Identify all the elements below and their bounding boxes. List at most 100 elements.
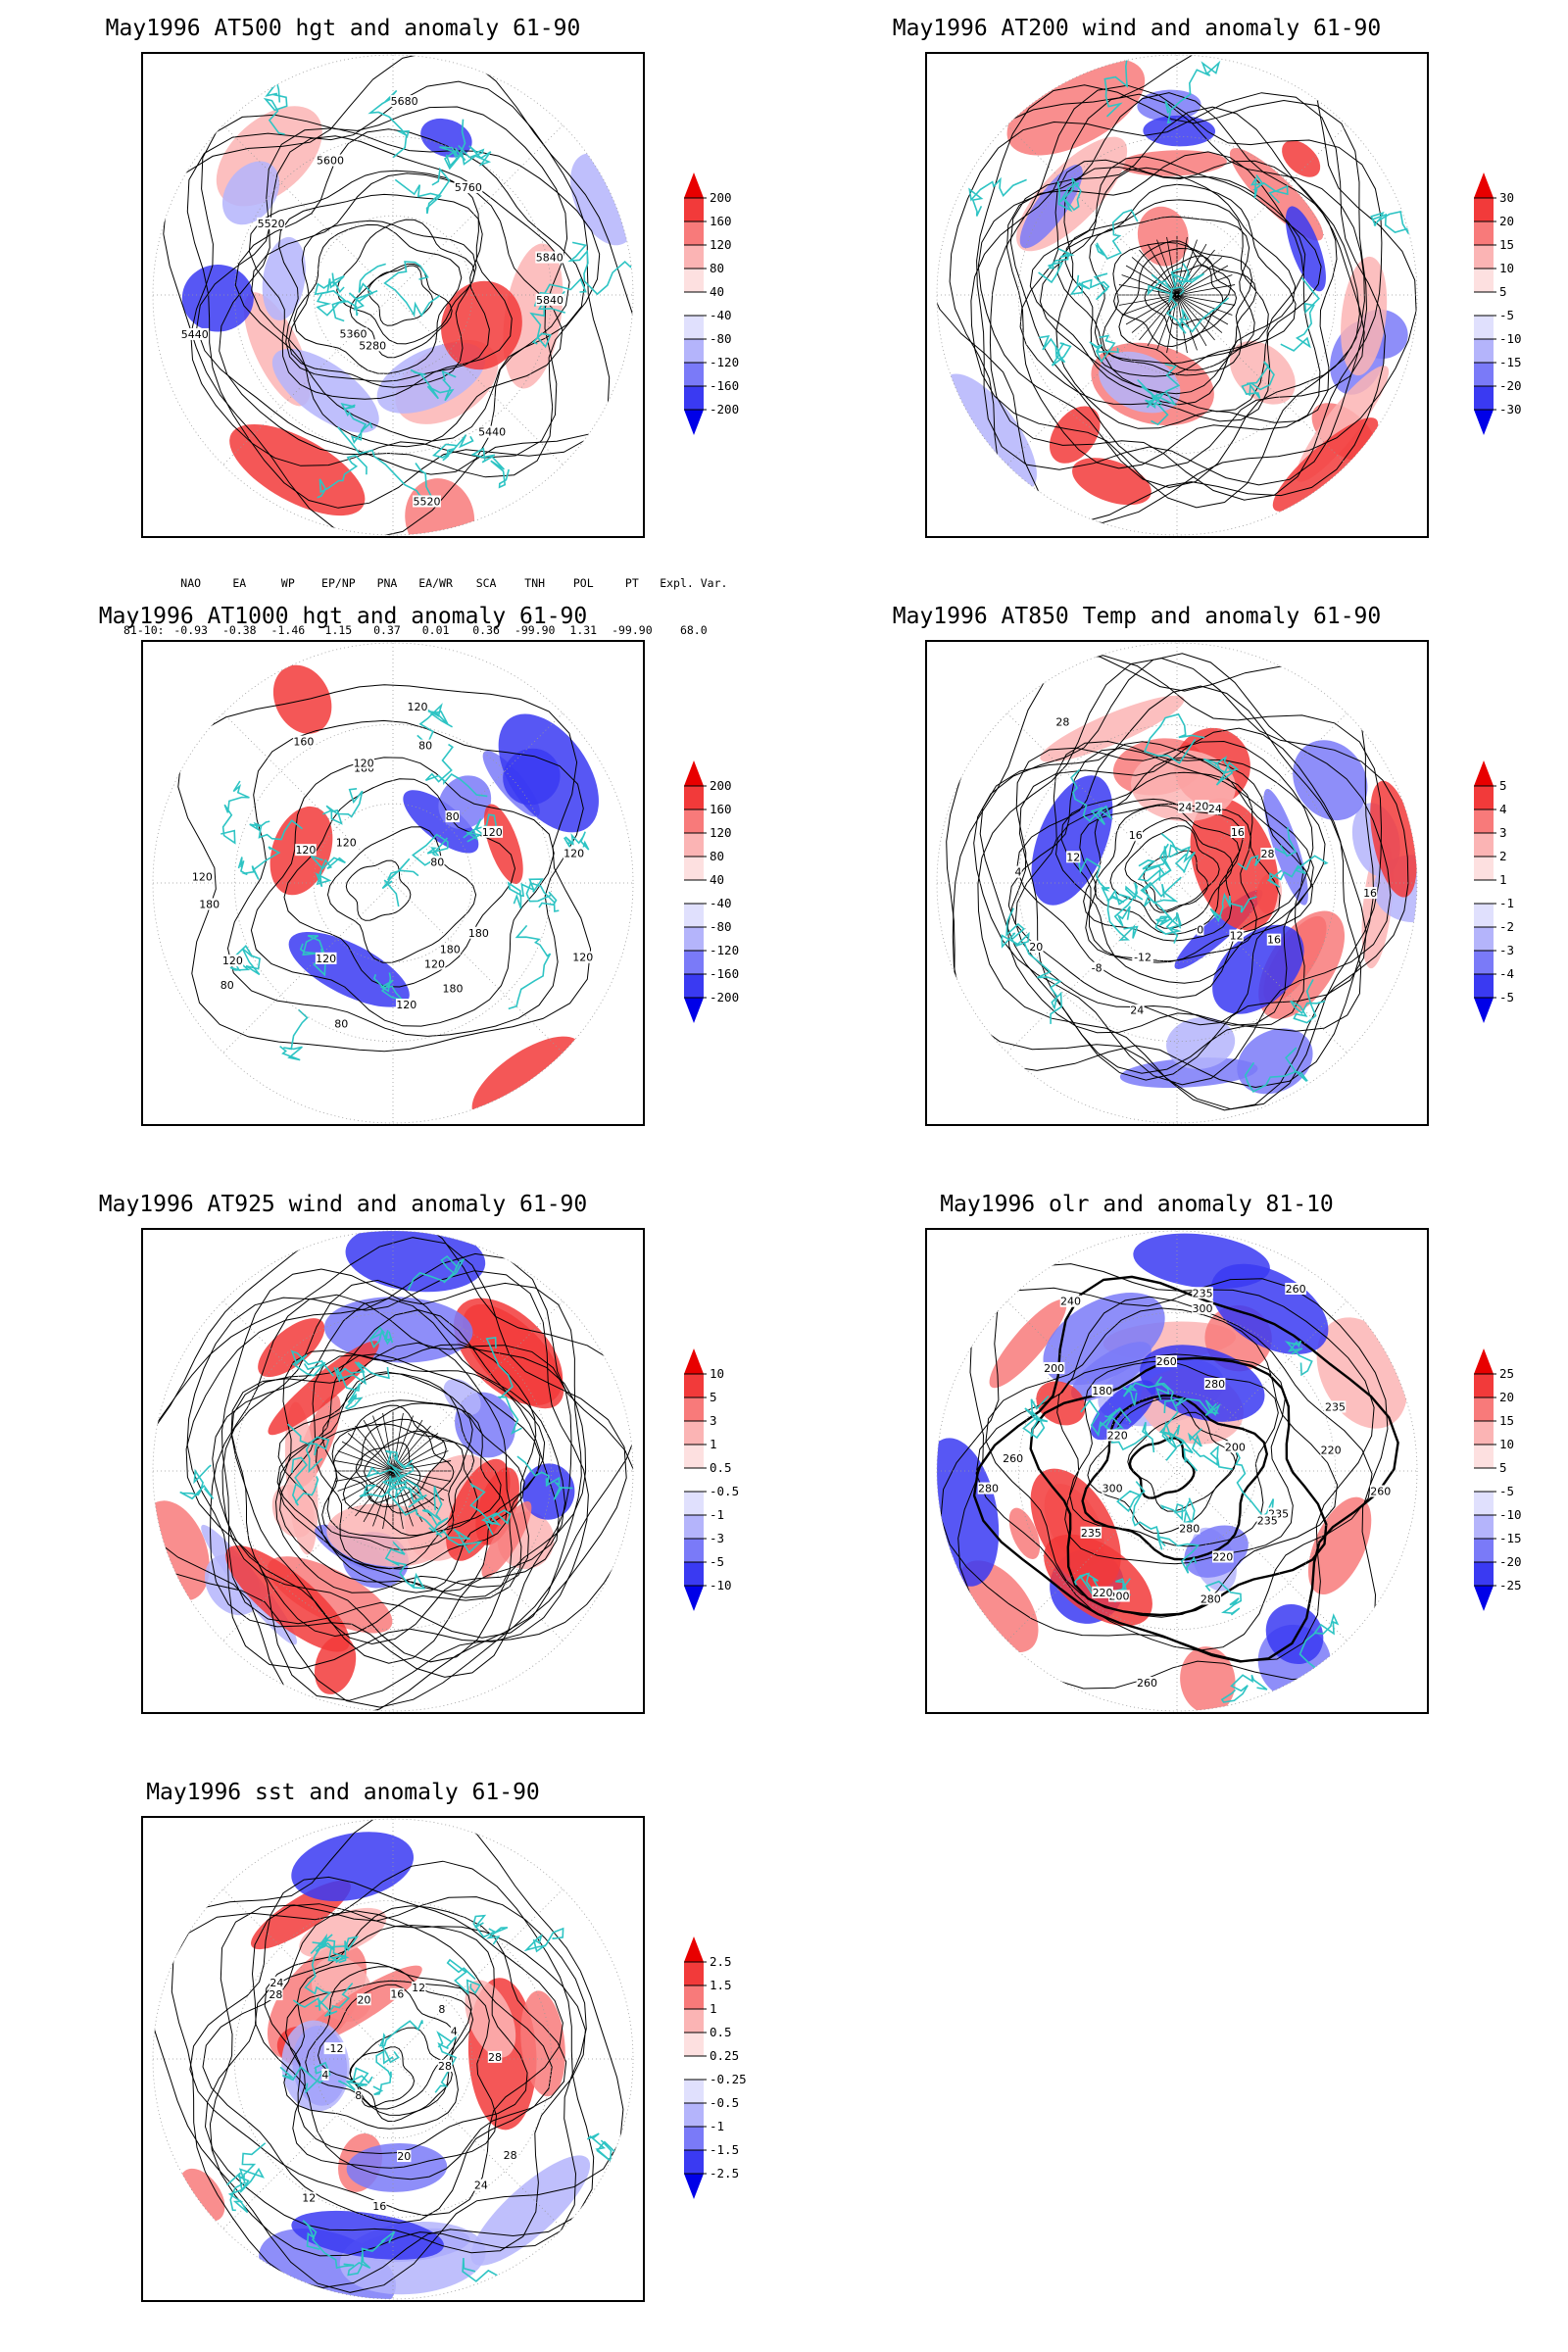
coastline <box>1038 248 1075 284</box>
contour-label: 260 <box>1003 1452 1023 1465</box>
contour-label: 16 <box>1129 829 1143 842</box>
contour-label-bg <box>1178 801 1193 813</box>
anomaly-shading <box>288 931 410 1007</box>
colorbar-bin <box>1474 339 1494 363</box>
contour-label: -8 <box>1092 962 1102 975</box>
coastline <box>1244 1047 1308 1093</box>
contour-label: 28 <box>504 2149 517 2162</box>
contour-line <box>368 265 434 326</box>
contour-line <box>1144 255 1238 341</box>
colorbar-bin <box>1474 1539 1494 1562</box>
coastline <box>220 780 250 845</box>
colorbar-label: -5 <box>1499 308 1514 322</box>
colorbar-label: -3 <box>710 1531 724 1545</box>
contour-line <box>977 92 1360 489</box>
colorbar: 200 160 120 80 40 -40 -80 -120 -160 -200 <box>680 760 759 1039</box>
contour-label-bg <box>1197 923 1204 936</box>
streamline <box>337 1450 394 1472</box>
coastline <box>1104 1415 1155 1453</box>
colorbar-bin <box>1474 927 1494 951</box>
colorbar-label: -160 <box>710 966 739 981</box>
colorbar-bin <box>1474 363 1494 386</box>
coastline <box>381 858 419 907</box>
contour-label-bg <box>220 979 234 992</box>
contour-line <box>285 1980 498 2169</box>
anomaly-shading <box>314 1635 357 1694</box>
streamline <box>1147 294 1178 347</box>
contour-label-bg <box>269 1988 283 2001</box>
coastline <box>226 2167 265 2212</box>
contour-line <box>277 1353 541 1592</box>
map-layers <box>153 1819 624 2299</box>
contour-label-bg <box>417 739 433 752</box>
index-value: -0.93 <box>173 623 208 637</box>
streamline <box>1176 294 1233 316</box>
coastline <box>1137 864 1179 905</box>
map-layers <box>937 55 1417 525</box>
panel-sst: May1996 sst and anomaly 61-90 28 28 24 20 16… <box>0 1764 784 2352</box>
streamline <box>1121 294 1178 316</box>
streamline <box>1176 249 1215 296</box>
contour-line <box>1018 727 1362 1074</box>
contour-label-bg <box>407 700 428 712</box>
contour-label: 180 <box>468 927 489 940</box>
contour-label: 120 <box>396 999 416 1011</box>
coastline <box>1069 272 1110 301</box>
colorbar-label: 1 <box>710 1437 717 1451</box>
colorbar-label: -1.5 <box>710 2142 739 2157</box>
contour-label: 5520 <box>258 218 285 230</box>
latitude-circle <box>1017 135 1337 455</box>
coastline <box>304 1934 333 2008</box>
streamline <box>355 1470 394 1517</box>
contour-label-bg <box>1178 1522 1200 1535</box>
contour-line <box>171 1860 595 2289</box>
coastline <box>434 2031 459 2093</box>
contour-line <box>1064 199 1269 377</box>
index-value: -99.90 <box>612 623 653 637</box>
colorbar-label: -120 <box>710 355 739 369</box>
index-header: NAO <box>180 576 202 590</box>
anomaly-shading <box>481 1500 532 1578</box>
colorbar-bin <box>684 2033 704 2056</box>
colorbar-bin <box>684 1374 704 1397</box>
colorbar-bin <box>684 1962 704 1985</box>
contour-label-bg <box>1130 1004 1145 1016</box>
streamline <box>1176 294 1198 351</box>
contour-label: 28 <box>1055 716 1069 729</box>
streamline <box>392 1450 449 1472</box>
coastline <box>463 813 497 843</box>
coastline <box>316 289 359 322</box>
polar-map <box>141 1228 645 1714</box>
coastline <box>369 1326 394 1348</box>
coastline <box>424 743 488 798</box>
contour-line <box>185 1252 633 1701</box>
index-header: POL <box>572 576 594 590</box>
coastline <box>1170 263 1205 289</box>
colorbar: 2.5 1.5 1 0.5 0.25 -0.25 -0.5 -1 -1.5 -2.5 <box>680 1936 759 2215</box>
coastline <box>1073 1572 1102 1599</box>
streamline <box>1118 294 1178 306</box>
coastline <box>1156 1530 1200 1574</box>
contour-line <box>293 223 463 374</box>
index-header: EA/WR <box>418 576 453 590</box>
coastline <box>1280 276 1320 352</box>
contour-label-bg <box>1002 1451 1024 1464</box>
coastline <box>287 1423 330 1474</box>
colorbar-bin <box>1474 880 1494 904</box>
polar-map: 16 16 12 0 24 -12 -8 20 4 12 16 28 24 20 24 16 28 <box>925 640 1429 1126</box>
contour-line <box>283 1961 472 2130</box>
coastline <box>1022 1395 1050 1440</box>
contour-line <box>1128 1437 1196 1499</box>
contour-label: 180 <box>199 898 220 910</box>
latitude-circle <box>936 1230 1418 1712</box>
colorbar-bin <box>1474 198 1494 221</box>
coastline <box>1159 1497 1196 1527</box>
contour-label: 16 <box>1231 826 1245 839</box>
contour-line <box>153 1231 633 1708</box>
coastline <box>291 1456 319 1506</box>
streamline <box>1176 265 1229 296</box>
contour-label: 80 <box>334 1018 348 1031</box>
index-value: 0.36 <box>472 623 500 637</box>
contour-label: 80 <box>430 856 444 868</box>
contour-label-bg <box>1106 1429 1129 1442</box>
